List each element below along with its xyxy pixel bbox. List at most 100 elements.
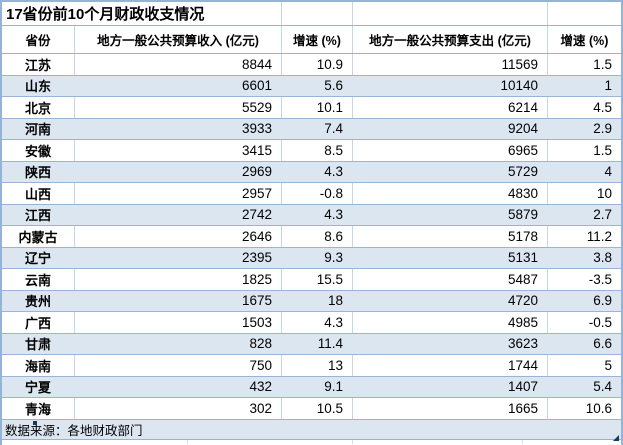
cell-revenue-growth[interactable]: 10.1 (282, 97, 353, 118)
cell-expenditure-growth[interactable]: 3.8 (593, 250, 612, 266)
column-header-revenue-growth[interactable]: 增速 (%) (282, 26, 353, 53)
cell-expenditure[interactable]: 5729 (353, 161, 548, 182)
cell-revenue-growth[interactable]: 4.3 (282, 204, 353, 225)
cell-province[interactable]: 甘肃 (2, 333, 75, 354)
cell-expenditure-growth[interactable]: 4.5 (593, 99, 612, 115)
cell-revenue[interactable]: 2646 (75, 226, 282, 247)
cell-province[interactable]: 云南 (2, 269, 75, 290)
cell-revenue[interactable]: 2957 (75, 183, 282, 204)
cell-revenue-growth[interactable]: 10.5 (282, 398, 353, 419)
empty-cell[interactable] (282, 2, 353, 25)
cell-expenditure-growth[interactable]: 10.6 (585, 400, 612, 416)
cell-revenue[interactable]: 1825 (75, 269, 282, 290)
cell-revenue[interactable]: 828 (75, 333, 282, 354)
cell-province[interactable]: 北京 (2, 97, 75, 118)
cell-province[interactable]: 江苏 (2, 54, 75, 75)
cell-expenditure-growth[interactable]: 1.5 (593, 142, 612, 158)
cell-province[interactable]: 辽宁 (2, 247, 75, 268)
cell-province[interactable]: 河南 (2, 118, 75, 139)
cell-revenue-growth[interactable]: 7.4 (282, 118, 353, 139)
cell-expenditure[interactable]: 4830 (353, 183, 548, 204)
cell-revenue-growth[interactable]: -0.8 (282, 183, 353, 204)
cell-revenue[interactable]: 1503 (75, 312, 282, 333)
empty-cell[interactable] (353, 2, 548, 25)
cell-expenditure[interactable]: 6965 (353, 140, 548, 161)
cell-revenue-growth[interactable]: 5.6 (282, 75, 353, 96)
cell-expenditure-growth[interactable]: 1 (604, 78, 612, 94)
cell-revenue-growth[interactable]: 9.3 (282, 247, 353, 268)
cell-expenditure[interactable]: 9204 (353, 118, 548, 139)
cell-province[interactable]: 安徽 (2, 140, 75, 161)
empty-cell[interactable] (548, 2, 621, 25)
cell-expenditure-growth[interactable]: 2.7 (593, 207, 612, 223)
cell-revenue-growth[interactable]: 15.5 (282, 269, 353, 290)
cell-revenue-growth[interactable]: 4.3 (282, 161, 353, 182)
cell-expenditure-growth[interactable]: 5.4 (593, 379, 612, 395)
cell-expenditure[interactable]: 5879 (353, 204, 548, 225)
cell-expenditure-growth[interactable]: 10 (596, 185, 612, 201)
partial-row-sliver (2, 440, 621, 444)
cell-revenue[interactable]: 3415 (75, 140, 282, 161)
cell-expenditure-growth[interactable]: 5 (604, 357, 612, 373)
table-row: 贵州 1675 18 4720 6.9 (2, 290, 621, 312)
cell-province[interactable]: 内蒙古 (2, 226, 75, 247)
cell-expenditure[interactable]: 4985 (353, 312, 548, 333)
cell-expenditure[interactable]: 1665 (353, 398, 548, 419)
cell-revenue-growth[interactable]: 13 (282, 355, 353, 376)
cell-province[interactable]: 宁夏 (2, 376, 75, 397)
cell-expenditure-growth[interactable]: 4 (604, 164, 612, 180)
column-header-expenditure[interactable]: 地方一般公共预算支出 (亿元) (353, 26, 548, 53)
cell-province[interactable]: 山西 (2, 183, 75, 204)
cell-revenue[interactable]: 750 (75, 355, 282, 376)
cell-province[interactable]: 广西 (2, 312, 75, 333)
cell-province[interactable]: 青海 (2, 398, 75, 419)
cell-province[interactable]: 海南 (2, 355, 75, 376)
cell-revenue[interactable]: 5529 (75, 97, 282, 118)
cell-expenditure-growth[interactable]: 6.9 (593, 293, 612, 309)
cell-expenditure-growth[interactable]: -3.5 (588, 271, 612, 287)
column-header-province[interactable]: 省份 (2, 26, 75, 53)
cell-province[interactable]: 陕西 (2, 161, 75, 182)
data-source-note[interactable]: 数据来源：各地财政部门 (5, 423, 143, 438)
cell-revenue[interactable]: 2742 (75, 204, 282, 225)
cell-expenditure[interactable]: 11569 (353, 54, 548, 75)
cell-expenditure[interactable]: 4720 (353, 290, 548, 311)
fill-handle-icon[interactable] (613, 435, 619, 441)
cell-expenditure[interactable]: 6214 (353, 97, 548, 118)
table-title[interactable]: 17省份前10个月财政收支情况 (2, 2, 282, 25)
cell-selection-artifact (33, 421, 37, 425)
cell-province[interactable]: 江西 (2, 204, 75, 225)
cell-revenue-growth[interactable]: 4.3 (282, 312, 353, 333)
column-header-revenue[interactable]: 地方一般公共预算收入 (亿元) (75, 26, 282, 53)
cell-expenditure[interactable]: 3623 (353, 333, 548, 354)
cell-expenditure[interactable]: 1744 (353, 355, 548, 376)
cell-expenditure[interactable]: 5178 (353, 226, 548, 247)
cell-revenue[interactable]: 8844 (75, 54, 282, 75)
title-row: 17省份前10个月财政收支情况 (2, 2, 621, 26)
cell-expenditure-growth[interactable]: 2.9 (593, 121, 612, 137)
cell-revenue-growth[interactable]: 8.6 (282, 226, 353, 247)
cell-province[interactable]: 贵州 (2, 290, 75, 311)
cell-revenue-growth[interactable]: 8.5 (282, 140, 353, 161)
cell-revenue-growth[interactable]: 9.1 (282, 376, 353, 397)
cell-revenue[interactable]: 1675 (75, 290, 282, 311)
cell-revenue[interactable]: 302 (75, 398, 282, 419)
cell-revenue-growth[interactable]: 10.9 (282, 54, 353, 75)
cell-expenditure[interactable]: 5131 (353, 247, 548, 268)
cell-revenue[interactable]: 432 (75, 376, 282, 397)
cell-revenue[interactable]: 6601 (75, 75, 282, 96)
cell-revenue[interactable]: 2969 (75, 161, 282, 182)
cell-revenue-growth[interactable]: 18 (282, 290, 353, 311)
cell-expenditure[interactable]: 10140 (353, 75, 548, 96)
cell-revenue[interactable]: 3933 (75, 118, 282, 139)
cell-expenditure-growth[interactable]: -0.5 (588, 314, 612, 330)
column-header-expenditure-growth[interactable]: 增速 (%) (560, 34, 609, 48)
cell-revenue[interactable]: 2395 (75, 247, 282, 268)
cell-expenditure[interactable]: 5487 (353, 269, 548, 290)
cell-province[interactable]: 山东 (2, 75, 75, 96)
cell-expenditure[interactable]: 1407 (353, 376, 548, 397)
cell-expenditure-growth[interactable]: 1.5 (593, 56, 612, 72)
cell-expenditure-growth[interactable]: 11.2 (586, 228, 612, 244)
cell-expenditure-growth[interactable]: 6.6 (593, 336, 612, 352)
cell-revenue-growth[interactable]: 11.4 (282, 333, 353, 354)
